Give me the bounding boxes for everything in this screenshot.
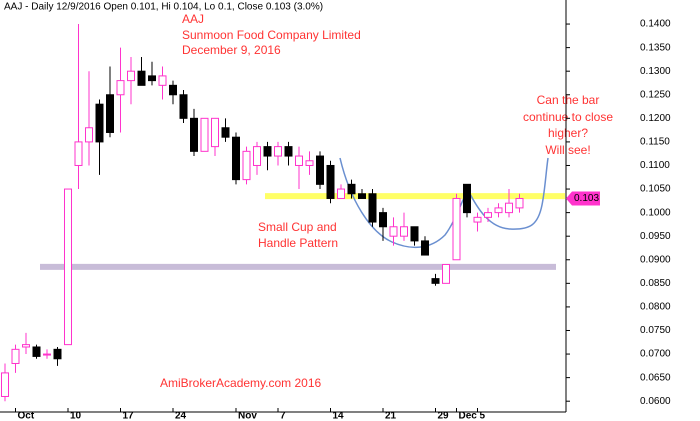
candle-body	[316, 155, 324, 185]
x-tick-label: 21	[385, 411, 397, 421]
candle-body	[1, 372, 9, 397]
y-tick-label: 0.1100	[640, 160, 670, 171]
candle-body	[463, 183, 471, 214]
chart-header: AAJ - Daily 12/9/2016 Open 0.101, Hi 0.1…	[4, 2, 323, 13]
candle-body	[211, 117, 219, 148]
candle-body	[253, 146, 261, 166]
candle-body	[484, 212, 492, 218]
candle-body	[326, 164, 335, 199]
candle-body	[515, 197, 524, 209]
y-tick-label: 0.1200	[640, 113, 671, 124]
candle-body	[347, 183, 356, 195]
y-tick-label: 0.0950	[640, 231, 671, 242]
candle-body	[64, 188, 72, 346]
y-tick-label: 0.1050	[640, 184, 671, 195]
y-tick-label: 0.1250	[640, 89, 671, 100]
annotation: continue to close	[523, 110, 613, 124]
candle-body	[158, 75, 167, 86]
y-tick-label: 0.1000	[640, 207, 671, 218]
candle-body	[337, 188, 345, 199]
candle-body	[400, 226, 408, 237]
candle-body	[305, 160, 314, 166]
y-tick-label: 0.0900	[640, 254, 671, 265]
candle-body	[473, 216, 482, 223]
candle-body	[11, 348, 20, 364]
y-tick-label: 0.0850	[640, 278, 671, 289]
x-tick-label: 14	[333, 411, 345, 421]
y-tick-label: 0.0600	[640, 396, 671, 407]
watermark: AmiBrokerAcademy.com 2016	[160, 376, 322, 390]
candle-body	[116, 80, 125, 96]
x-tick-label: Oct	[18, 411, 35, 421]
candle-body	[106, 94, 114, 133]
y-tick-label: 0.0750	[640, 325, 671, 336]
candle-body	[389, 226, 398, 237]
candle-body	[263, 146, 272, 157]
x-tick-label: 7	[280, 411, 286, 421]
candle-body	[169, 84, 177, 96]
annotation: Can the bar	[537, 93, 600, 107]
annotation: Small Cup and	[258, 220, 337, 234]
candle-body	[421, 240, 429, 256]
candle-body	[431, 278, 440, 284]
candle-body	[179, 94, 188, 119]
x-tick-label: 17	[123, 411, 135, 421]
candle-body	[43, 353, 51, 356]
candle-body	[284, 146, 293, 157]
y-tick-label: 0.1300	[640, 66, 671, 77]
candle-body	[274, 146, 282, 157]
annotation: December 9, 2016	[182, 43, 281, 57]
y-tick-label: 0.0650	[640, 372, 671, 383]
annotation: AAJ	[182, 12, 204, 26]
candle-body	[505, 202, 513, 214]
x-tick-label: Dec	[459, 411, 478, 421]
candle-body	[410, 226, 419, 242]
annotation: Will see!	[545, 143, 590, 157]
price-tag-label: 0.103	[574, 193, 599, 204]
candle-body	[242, 150, 251, 181]
candle-body	[95, 103, 104, 143]
candle-body	[85, 127, 93, 143]
candle-body	[368, 193, 377, 223]
candle-body	[452, 197, 461, 261]
candle-body	[22, 344, 30, 348]
annotation: Handle Pattern	[258, 236, 338, 250]
annotation: higher?	[548, 126, 588, 140]
candle-body	[358, 193, 366, 199]
annotation: Sunmoon Food Company Limited	[182, 28, 361, 42]
candle-body	[127, 70, 135, 82]
y-tick-label: 0.1400	[640, 19, 671, 30]
price-tag	[566, 191, 600, 206]
candle-body	[137, 70, 146, 86]
x-tick-label: 24	[175, 411, 187, 421]
candle-body	[379, 212, 387, 228]
y-tick-label: 0.0700	[640, 349, 671, 360]
y-tick-label: 0.1150	[640, 137, 670, 148]
candle-body	[32, 346, 41, 357]
x-tick-label: Nov	[238, 411, 257, 421]
x-tick-label: 5	[480, 411, 486, 421]
y-tick-label: 0.0800	[640, 302, 671, 313]
candle-body	[74, 141, 83, 166]
x-tick-label: 29	[438, 411, 450, 421]
candle-body	[190, 117, 198, 152]
x-tick-label: 10	[70, 411, 82, 421]
candle-body	[442, 263, 450, 284]
candle-body	[295, 155, 303, 166]
candle-body	[53, 348, 62, 360]
candle-body	[494, 207, 503, 214]
candle-body	[148, 75, 156, 82]
y-tick-label: 0.1350	[640, 42, 671, 53]
candle-body	[221, 127, 230, 138]
candle-body	[232, 136, 240, 181]
candle-body	[200, 117, 209, 152]
